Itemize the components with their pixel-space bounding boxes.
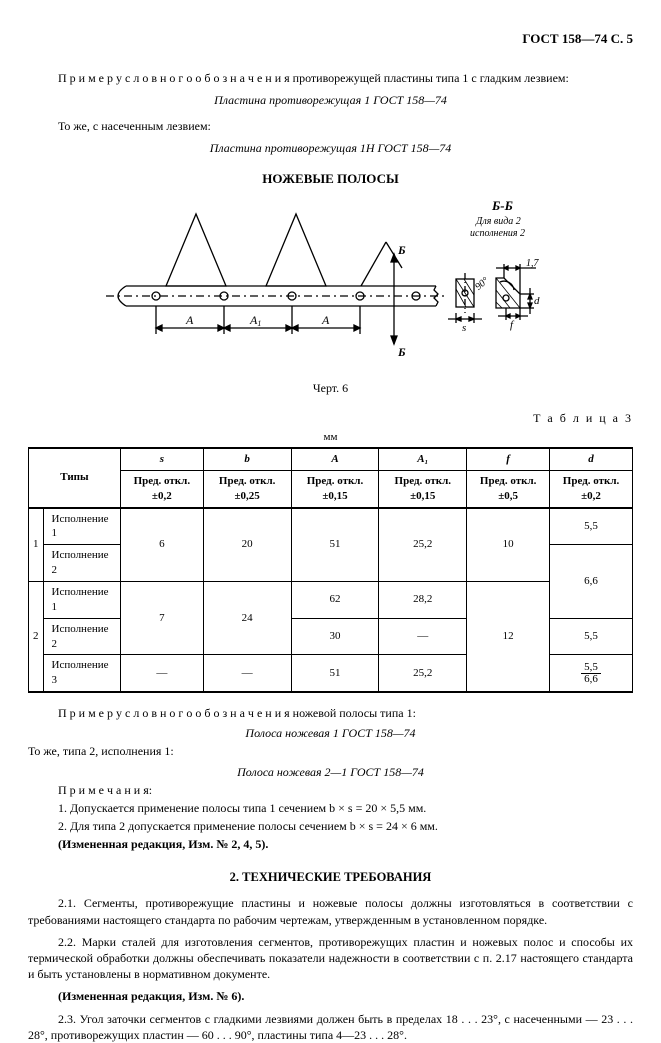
table-unit: мм [28, 430, 633, 445]
svg-text:Б‑Б: Б‑Б [491, 198, 513, 213]
svg-text:Для вида 2: Для вида 2 [475, 216, 521, 227]
ex-tail: противорежущей пластины типа 1 с гладким… [290, 71, 569, 85]
requirements-title: 2. ТЕХНИЧЕСКИЕ ТРЕБОВАНИЯ [28, 869, 633, 886]
req-2-2: 2.2. Марки сталей для изготовления сегме… [28, 934, 633, 983]
example-2-block: П р и м е р у с л о в н о г о о б о з н … [28, 705, 633, 853]
svg-text:d: d [534, 295, 540, 307]
svg-text:Б: Б [397, 243, 406, 257]
svg-text:A1: A1 [249, 313, 261, 328]
frac-cell: 5,56,6 [550, 655, 633, 692]
intro-mid: То же, с насеченным лезвием: [28, 118, 633, 134]
svg-text:f: f [510, 319, 515, 331]
svg-text:исполнения 2: исполнения 2 [470, 228, 525, 239]
svg-text:A: A [185, 313, 194, 327]
page-header: ГОСТ 158—74 С. 5 [28, 30, 633, 48]
ex-label: П р и м е р у с л о в н о г о о б о з н … [58, 71, 290, 85]
svg-text:1,7: 1,7 [526, 258, 540, 269]
req-rev: (Измененная редакция, Изм. № 6). [28, 988, 633, 1004]
designation-2: Пластина противорежущая 1Н ГОСТ 158—74 [28, 140, 633, 156]
svg-text:A: A [321, 313, 330, 327]
intro-para: П р и м е р у с л о в н о г о о б о з н … [28, 70, 633, 86]
figure-title: НОЖЕВЫЕ ПОЛОСЫ [28, 170, 633, 188]
svg-text:Б: Б [397, 345, 406, 359]
designation-4: Полоса ножевая 2—1 ГОСТ 158—74 [28, 764, 633, 780]
figure-caption: Черт. 6 [28, 380, 633, 396]
designation-3: Полоса ножевая 1 ГОСТ 158—74 [28, 725, 633, 741]
svg-text:s: s [462, 322, 466, 334]
designation-1: Пластина противорежущая 1 ГОСТ 158—74 [28, 92, 633, 108]
table-label: Т а б л и ц а 3 [28, 410, 633, 426]
req-2-3: 2.3. Угол заточки сегментов с гладкими л… [28, 1011, 633, 1043]
svg-text:90°: 90° [473, 275, 491, 292]
col-types: Типы [29, 448, 121, 508]
figure-6: A A1 A Б Б s [28, 194, 633, 374]
req-2-1: 2.1. Сегменты, противорежущие пластины и… [28, 895, 633, 927]
table-3: Типы s b A A₁ f d Пред. откл. ±0,2 Пред.… [28, 447, 633, 693]
